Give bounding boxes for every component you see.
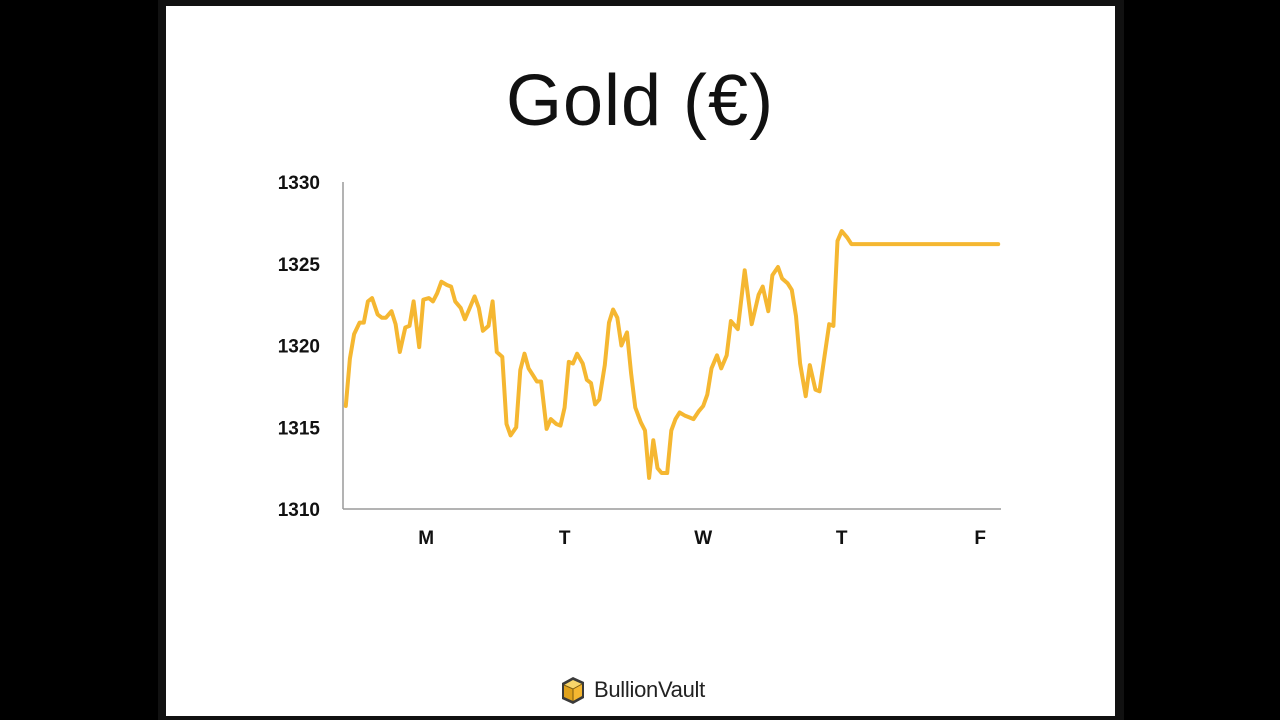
x-tick-label: T — [836, 528, 848, 549]
x-tick-label: F — [974, 528, 986, 549]
y-tick-label: 1315 — [278, 418, 321, 439]
y-tick-label: 1320 — [278, 337, 320, 358]
x-tick-label: M — [418, 528, 434, 549]
x-tick-label: W — [694, 528, 712, 549]
y-tick-label: 1330 — [278, 173, 320, 194]
y-tick-label: 1310 — [278, 500, 320, 521]
y-tick-label: 1325 — [278, 255, 321, 276]
chart-panel — [166, 6, 1115, 716]
cube-logo-icon — [562, 677, 584, 704]
brand-name: BullionVault — [594, 677, 705, 702]
brand-logo: BullionVault — [556, 672, 705, 708]
y-axis-ticks: 1330 1325 1320 1315 1310 — [278, 173, 321, 521]
gold-price-line — [343, 229, 1001, 480]
x-tick-label: T — [559, 528, 571, 549]
chart-title: Gold (€) — [505, 61, 775, 141]
